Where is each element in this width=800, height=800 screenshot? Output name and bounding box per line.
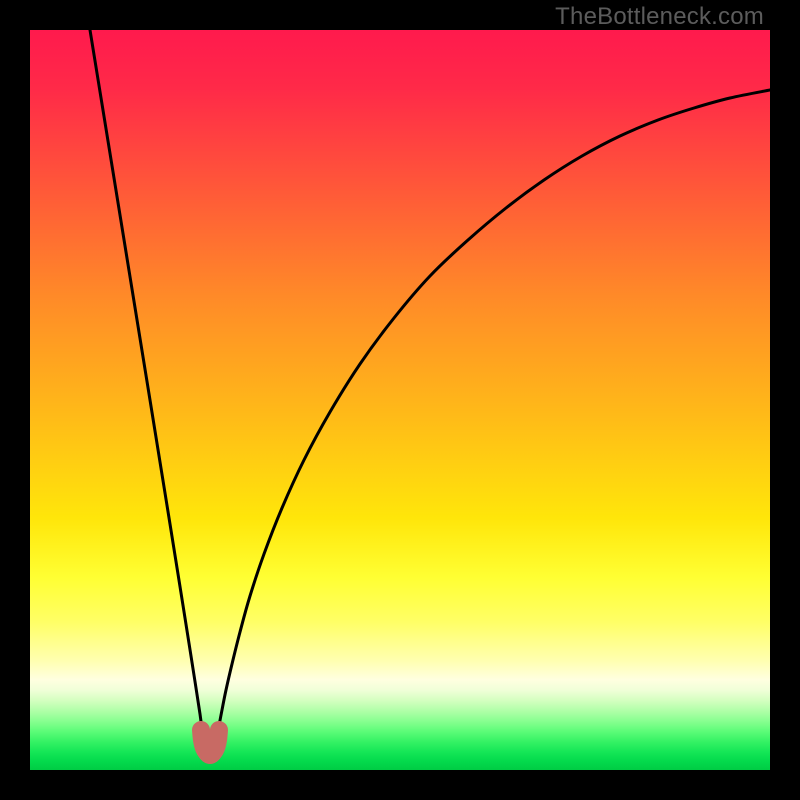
frame-border-right	[770, 0, 800, 800]
frame-border-left	[0, 0, 30, 800]
watermark-text: TheBottleneck.com	[555, 3, 764, 31]
notch-marker	[201, 730, 219, 755]
figure-container: TheBottleneck.com	[0, 0, 800, 800]
gradient-background	[30, 30, 770, 770]
plot-area	[30, 30, 770, 770]
plot-svg	[30, 30, 770, 770]
frame-border-bottom	[0, 770, 800, 800]
